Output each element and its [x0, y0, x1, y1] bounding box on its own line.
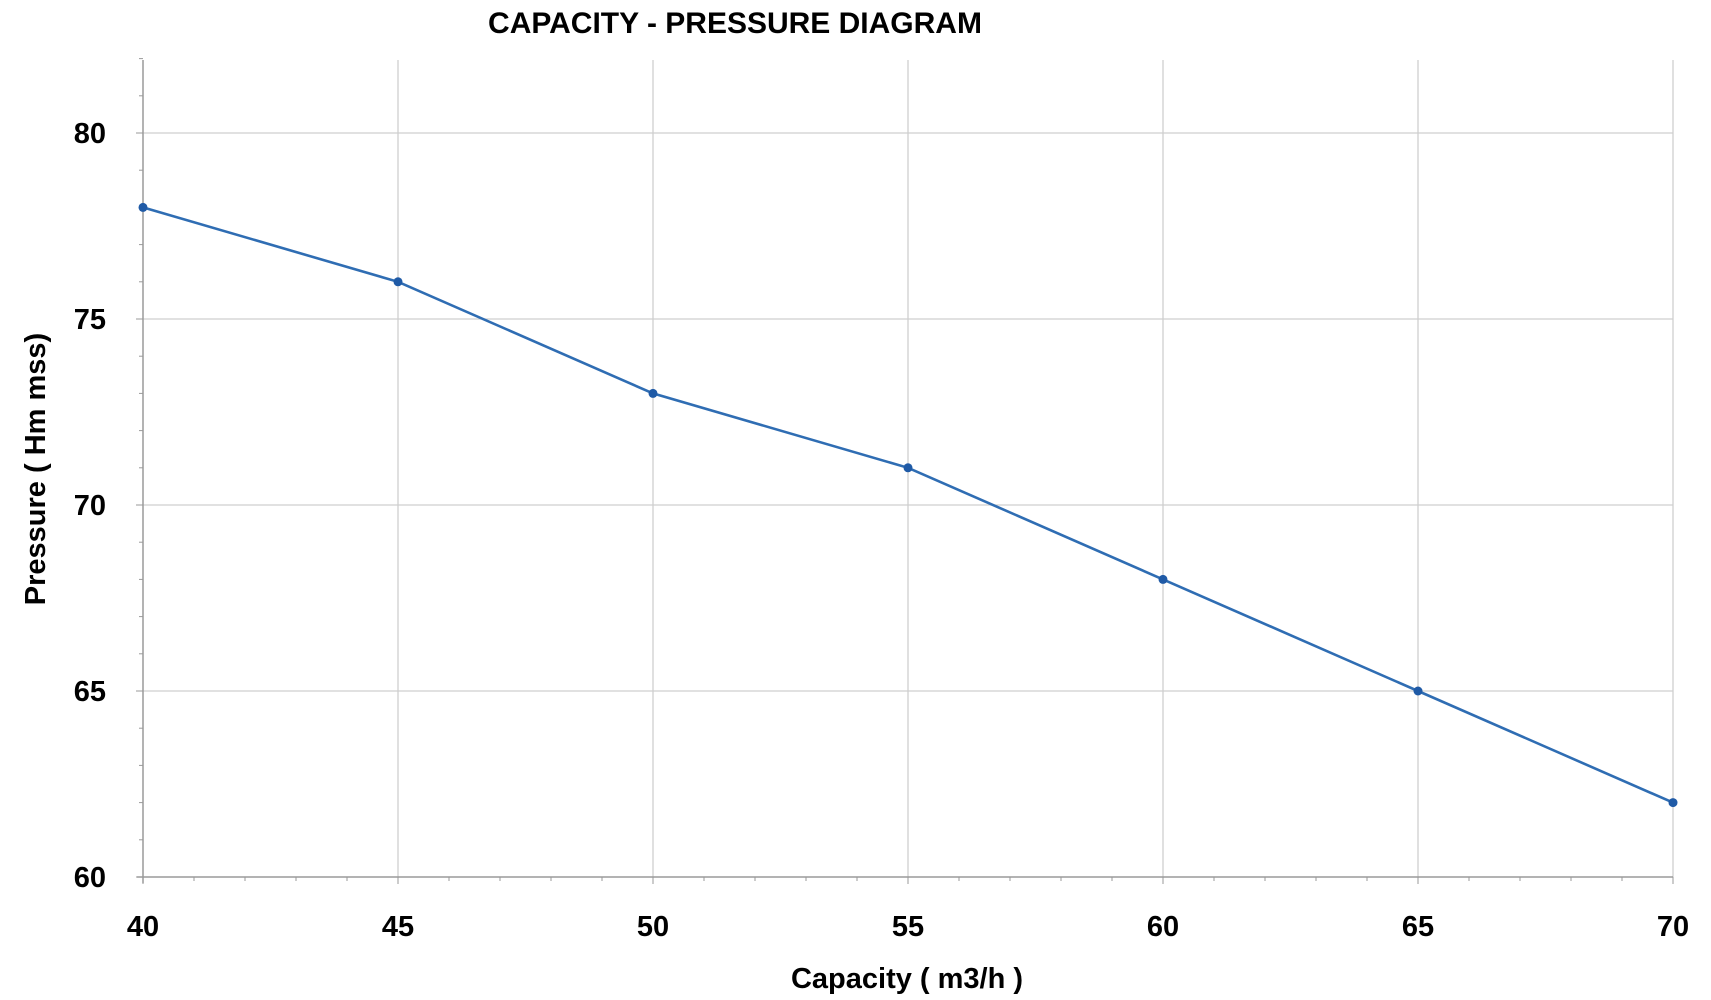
data-point: [393, 277, 403, 287]
y-axis-label: Pressure ( Hm mss): [20, 333, 52, 605]
x-tick-label: 40: [127, 911, 159, 943]
data-point: [1413, 686, 1423, 696]
y-tick-label: 65: [74, 676, 106, 708]
y-tick-label: 80: [74, 118, 106, 150]
x-tick-label: 50: [637, 911, 669, 943]
data-point: [1668, 798, 1678, 808]
x-tick-label: 60: [1147, 911, 1179, 943]
y-tick-label: 75: [74, 304, 106, 336]
series: [138, 202, 1678, 808]
chart-title: CAPACITY - PRESSURE DIAGRAM: [488, 7, 982, 40]
data-point: [1158, 574, 1168, 584]
axes: [136, 58, 1674, 884]
x-axis-label: Capacity ( m3/h ): [791, 963, 1023, 995]
y-tick-label: 70: [74, 490, 106, 522]
data-point: [903, 463, 913, 473]
tick-labels: 40 45 50 55 60 65 70 60 65 70 75 80: [74, 118, 1689, 943]
data-point: [648, 388, 658, 398]
grid: [143, 60, 1674, 877]
x-tick-label: 55: [892, 911, 924, 943]
x-tick-label: 65: [1402, 911, 1434, 943]
data-point: [138, 202, 148, 212]
y-tick-label: 60: [74, 862, 106, 894]
x-tick-label: 70: [1657, 911, 1689, 943]
x-tick-label: 45: [382, 911, 414, 943]
